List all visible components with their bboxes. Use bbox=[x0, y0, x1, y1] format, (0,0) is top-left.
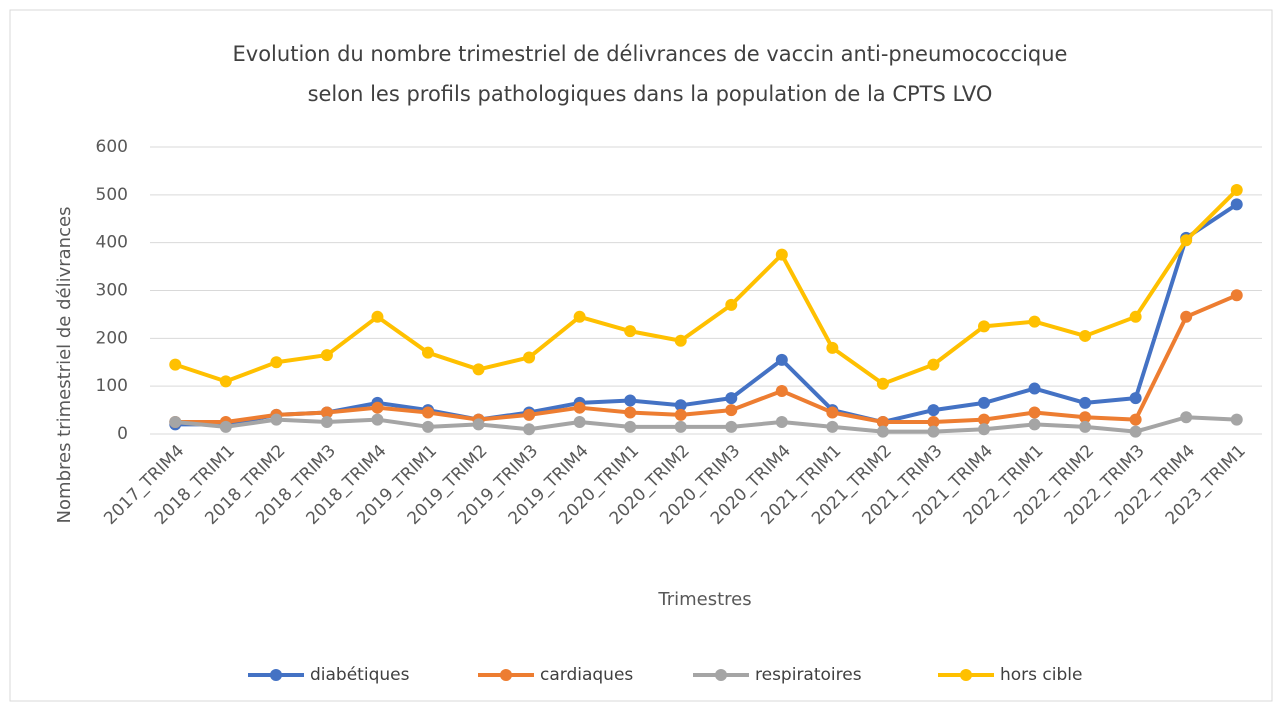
data-point bbox=[1129, 310, 1142, 323]
data-point bbox=[1028, 382, 1041, 395]
legend-label: cardiaques bbox=[540, 665, 633, 685]
data-point bbox=[978, 423, 990, 436]
data-point bbox=[523, 351, 536, 364]
data-point bbox=[1180, 411, 1193, 424]
data-point bbox=[775, 353, 788, 366]
data-point bbox=[775, 248, 788, 261]
data-point bbox=[978, 320, 990, 333]
data-point bbox=[472, 418, 485, 431]
data-point bbox=[624, 420, 637, 433]
series-line bbox=[174, 188, 1239, 386]
data-point bbox=[270, 413, 283, 426]
data-point bbox=[1230, 198, 1243, 211]
data-point bbox=[624, 325, 637, 338]
data-point bbox=[674, 399, 687, 412]
data-point bbox=[927, 404, 940, 417]
data-point bbox=[978, 413, 990, 426]
data-point bbox=[826, 341, 839, 354]
data-point bbox=[1079, 411, 1092, 424]
data-point bbox=[1079, 420, 1092, 433]
data-point bbox=[422, 420, 434, 433]
data-point bbox=[371, 401, 384, 414]
data-point bbox=[624, 394, 637, 407]
chart-title: Evolution du nombre trimestriel de déliv… bbox=[233, 42, 1068, 66]
legend-marker bbox=[500, 669, 512, 681]
data-point bbox=[219, 420, 232, 433]
legend-marker bbox=[715, 669, 727, 681]
data-point bbox=[1230, 184, 1243, 197]
data-point bbox=[320, 416, 333, 429]
data-point bbox=[826, 420, 839, 433]
series-line bbox=[175, 293, 1238, 425]
data-point bbox=[725, 404, 738, 417]
legend-label: diabétiques bbox=[310, 665, 410, 685]
data-point bbox=[624, 406, 637, 419]
data-point bbox=[1129, 425, 1142, 438]
data-point bbox=[1230, 413, 1243, 426]
data-point bbox=[219, 375, 232, 388]
data-point bbox=[1230, 289, 1243, 302]
data-point bbox=[1180, 310, 1193, 323]
data-point bbox=[1129, 413, 1142, 426]
data-point bbox=[674, 334, 687, 347]
data-point bbox=[775, 416, 788, 429]
y-tick-label: 400 bbox=[96, 233, 128, 253]
data-point bbox=[1028, 406, 1041, 419]
legend-marker bbox=[960, 669, 972, 681]
legend-label: hors cible bbox=[1000, 665, 1082, 685]
data-point bbox=[725, 420, 738, 433]
data-point bbox=[876, 377, 889, 390]
y-tick-label: 500 bbox=[96, 185, 128, 205]
data-point bbox=[1129, 392, 1142, 405]
data-point bbox=[1079, 329, 1092, 342]
data-point bbox=[320, 349, 333, 362]
data-point bbox=[1028, 315, 1041, 328]
data-point bbox=[320, 406, 333, 419]
y-tick-label: 300 bbox=[96, 281, 128, 301]
data-point bbox=[927, 425, 940, 438]
y-tick-label: 600 bbox=[96, 137, 128, 157]
x-axis-title: Trimestres bbox=[657, 589, 751, 610]
data-point bbox=[573, 401, 586, 414]
data-point bbox=[725, 392, 738, 405]
data-point bbox=[422, 406, 434, 419]
y-tick-label: 100 bbox=[96, 376, 128, 396]
data-point bbox=[1180, 234, 1193, 247]
data-point bbox=[573, 310, 586, 323]
chart-subtitle: selon les profils pathologiques dans la … bbox=[308, 82, 993, 106]
data-point bbox=[674, 408, 687, 421]
data-point bbox=[371, 413, 384, 426]
y-axis-title: Nombres trimestriel de délivrances bbox=[54, 207, 75, 524]
series-line bbox=[175, 202, 1238, 427]
data-point bbox=[422, 346, 434, 359]
data-point bbox=[876, 425, 889, 438]
y-tick-label: 0 bbox=[117, 424, 128, 444]
y-tick-label: 200 bbox=[96, 328, 128, 348]
data-point bbox=[775, 384, 788, 397]
data-point bbox=[826, 406, 839, 419]
series-line bbox=[175, 415, 1237, 434]
legend-label: respiratoires bbox=[755, 665, 862, 685]
legend-marker bbox=[270, 669, 282, 681]
data-point bbox=[371, 310, 384, 323]
data-point bbox=[1079, 396, 1092, 409]
data-point bbox=[523, 408, 536, 421]
data-point bbox=[523, 423, 536, 436]
data-point bbox=[927, 358, 940, 371]
data-point bbox=[978, 396, 990, 409]
data-point bbox=[169, 358, 182, 371]
data-point bbox=[169, 416, 182, 429]
data-point bbox=[725, 298, 738, 311]
data-point bbox=[573, 416, 586, 429]
data-point bbox=[1028, 418, 1041, 431]
data-point bbox=[674, 420, 687, 433]
data-point bbox=[927, 416, 940, 429]
chart-border bbox=[9, 9, 1273, 702]
data-point bbox=[472, 363, 485, 376]
data-point bbox=[270, 356, 283, 369]
data-point bbox=[876, 416, 889, 429]
